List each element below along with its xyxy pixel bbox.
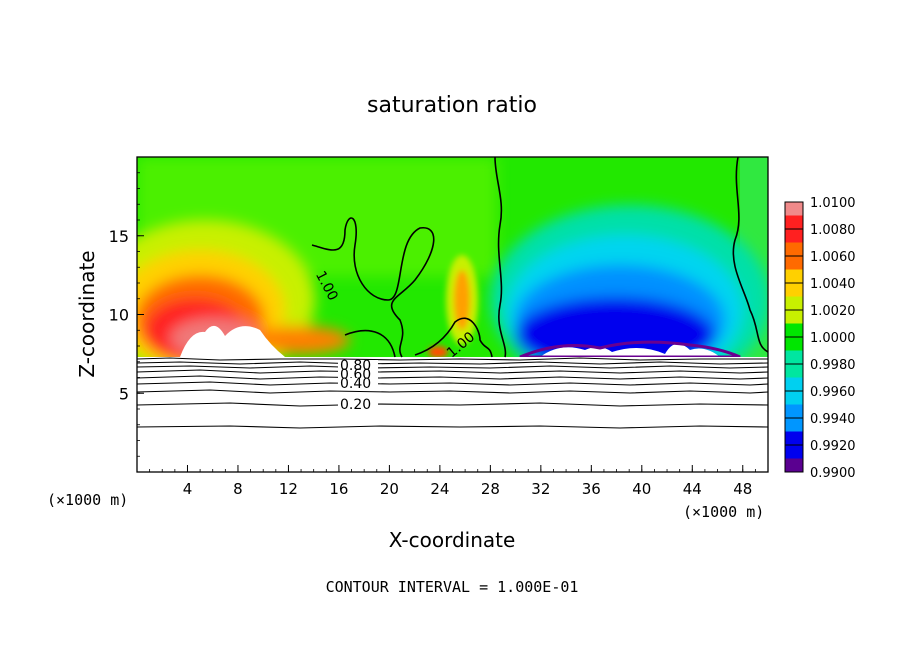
y-tick-label: 15 — [109, 227, 129, 246]
contour-surface-9 — [136, 425, 769, 429]
colorbar-tick-label: 1.0020 — [810, 304, 856, 319]
x-tick-label: 44 — [683, 480, 702, 498]
colorbar-tick-label: 1.0060 — [810, 250, 856, 265]
dry-edge — [519, 340, 741, 357]
contour-surface-8 — [136, 402, 769, 407]
contour-label-5: 0.40 — [340, 376, 371, 392]
colorbar-band — [785, 283, 803, 297]
x-tick-label: 36 — [582, 480, 601, 498]
contour-1.00-line-e — [414, 317, 493, 358]
colorbar-tick-label: 1.0100 — [810, 196, 856, 211]
colorbar-tick-label: 0.9900 — [810, 466, 856, 481]
colorbar-ticks: 1.0100 1.0080 1.0060 1.0040 1.0020 1.0000 0.99… — [785, 196, 856, 481]
contour-surface-5 — [136, 375, 769, 380]
colorbar-band — [785, 269, 803, 284]
saturated-blob-right — [540, 343, 720, 357]
x-tick-label: 16 — [329, 480, 348, 498]
contours-field — [311, 156, 769, 358]
x-tick-label: 4 — [183, 480, 193, 498]
x-unit-right: (×1000 m) — [683, 503, 764, 521]
colorbar-band — [785, 431, 803, 446]
x-tick-label: 8 — [233, 480, 243, 498]
contour-surface-6 — [136, 381, 769, 386]
colorbar-band — [785, 364, 803, 378]
contour-surface-7 — [136, 389, 769, 394]
x-axis-ticks: 4 8 12 16 20 24 28 32 36 40 44 48 — [149, 465, 756, 498]
x-tick-label: 20 — [380, 480, 399, 498]
colorbar-band — [785, 202, 803, 216]
colorbar-band — [785, 256, 803, 270]
contour-1.00-line-a — [494, 156, 507, 358]
colorbar-band — [785, 229, 803, 243]
colorbar-tick-label: 1.0000 — [810, 331, 856, 346]
contours-surface — [136, 357, 769, 429]
contour-1.00-line-b — [732, 156, 769, 353]
dry-region — [490, 205, 768, 357]
contour-surface-1 — [136, 357, 768, 361]
y-axis-ticks: 5 10 15 — [109, 172, 144, 457]
colorbar-band — [785, 323, 803, 338]
contour-label-6: 0.20 — [340, 397, 371, 413]
colorbar-band — [785, 404, 803, 419]
contour-surface-3 — [136, 365, 769, 369]
contour-1.00-line-d — [344, 329, 396, 358]
chart-title: saturation ratio — [367, 93, 537, 118]
x-tick-label: 40 — [632, 480, 651, 498]
colorbar-tick-label: 0.9920 — [810, 439, 856, 454]
colorbar-tick-label: 0.9980 — [810, 358, 856, 373]
saturation-field — [137, 157, 768, 357]
saturated-blob-left — [180, 325, 285, 357]
moist-region-left — [137, 220, 350, 357]
x-tick-label: 48 — [733, 480, 752, 498]
colorbar-band — [785, 242, 803, 257]
colorbar: 1.0100 1.0080 1.0060 1.0040 1.0020 1.0000 0.99… — [784, 196, 856, 481]
colorbar-tick-label: 1.0080 — [810, 223, 856, 238]
x-tick-label: 24 — [430, 480, 449, 498]
x-tick-label: 12 — [279, 480, 298, 498]
contour-surface-4 — [136, 369, 769, 374]
y-tick-label: 10 — [109, 306, 129, 325]
colorbar-tick-label: 1.0040 — [810, 277, 856, 292]
colorbar-band — [785, 350, 803, 365]
contour-surface-2 — [136, 361, 769, 365]
contour-interval-note: CONTOUR INTERVAL = 1.000E-01 — [326, 578, 579, 596]
colorbar-band — [785, 215, 803, 230]
colorbar-band — [785, 337, 803, 351]
colorbar-band — [785, 445, 803, 459]
colorbar-tick-label: 0.9940 — [810, 412, 856, 427]
colorbar-band — [785, 458, 803, 473]
y-tick-label: 5 — [119, 384, 129, 403]
contour-1.00-line-c — [311, 217, 435, 358]
colorbar-band — [785, 391, 803, 405]
colorbar-band — [785, 310, 803, 324]
colorbar-tick-label: 0.9960 — [810, 385, 856, 400]
colorbar-band — [785, 377, 803, 392]
colorbar-swatches — [785, 202, 803, 473]
x-tick-label: 28 — [481, 480, 500, 498]
colorbar-band — [785, 418, 803, 432]
colorbar-band — [785, 296, 803, 311]
x-unit-left: (×1000 m) — [47, 491, 128, 509]
y-axis-label: Z-coordinate — [75, 250, 99, 377]
x-tick-label: 32 — [531, 480, 550, 498]
x-axis-label: X-coordinate — [389, 528, 516, 552]
